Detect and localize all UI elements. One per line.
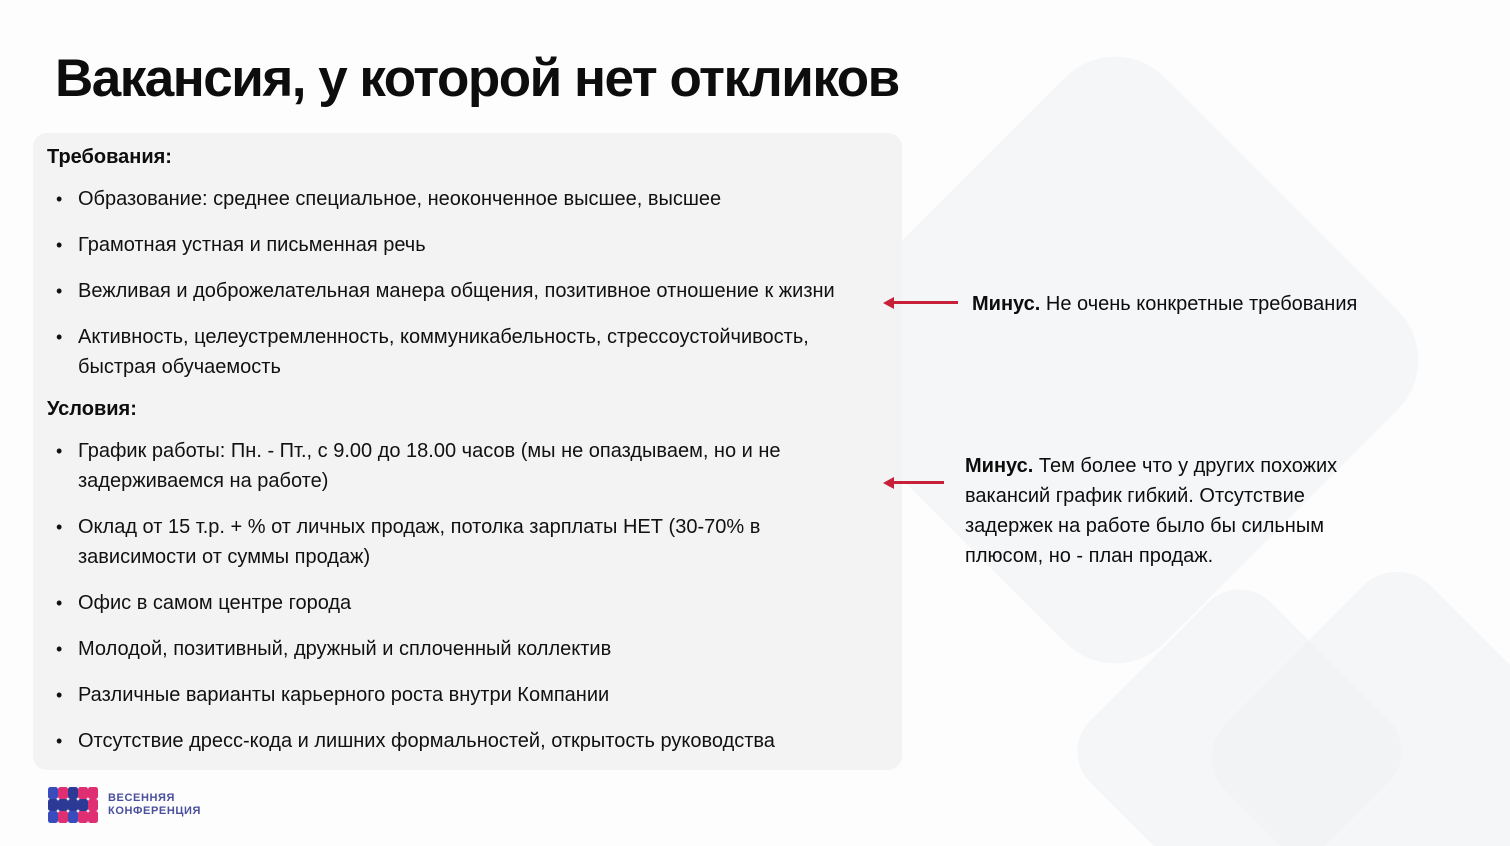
logo-block (58, 811, 68, 823)
vacancy-sections: Требования: Образование: среднее специаль… (47, 146, 894, 756)
list-item: Молодой, позитивный, дружный и сплоченны… (47, 634, 878, 664)
annotation-arrow-2 (883, 477, 944, 488)
conference-logo: ВЕСЕННЯЯ КОНФЕРЕНЦИЯ (48, 787, 201, 823)
logo-block (78, 811, 88, 823)
annotation-text: Тем более что у других похожих вакансий … (965, 455, 1338, 567)
list-item: Отсутствие дресс-кода и лишних формально… (47, 726, 878, 756)
logo-block (88, 787, 98, 799)
logo-caption-line1: ВЕСЕННЯЯ (108, 792, 176, 804)
annotation-arrow-1 (883, 297, 958, 308)
list-item: Офис в самом центре города (47, 588, 878, 618)
hr-logo-mark (48, 787, 98, 823)
annotation-label: Минус. (965, 455, 1034, 477)
annotation-text: Не очень конкретные требования (1040, 293, 1358, 315)
logo-block (58, 787, 68, 799)
section-heading: Требования: (47, 146, 172, 168)
list-item: Активность, целеустремленность, коммуник… (47, 322, 878, 382)
slide-title: Вакансия, у которой нет откликов (55, 49, 900, 108)
logo-block (88, 799, 98, 811)
annotation-label: Минус. (972, 293, 1041, 315)
annotation-minus-2: Минус. Тем более что у других похожих ва… (965, 451, 1367, 571)
logo-block (48, 787, 58, 799)
logo-block (68, 811, 78, 823)
list-item: Оклад от 15 т.р. + % от личных продаж, п… (47, 512, 878, 572)
list-item: Вежливая и доброжелательная манера общен… (47, 276, 878, 306)
vacancy-text-box: Требования: Образование: среднее специаль… (33, 133, 902, 770)
bullet-list: Образование: среднее специальное, неокон… (47, 184, 894, 382)
list-item: Образование: среднее специальное, неокон… (47, 184, 878, 214)
annotation-minus-1: Минус. Не очень конкретные требования (972, 289, 1452, 319)
logo-caption-line2: КОНФЕРЕНЦИЯ (108, 805, 202, 817)
logo-block (78, 799, 88, 811)
logo-caption: ВЕСЕННЯЯ КОНФЕРЕНЦИЯ (108, 792, 201, 818)
list-item: Различные варианты карьерного роста внут… (47, 680, 878, 710)
logo-block (48, 799, 58, 811)
logo-block (78, 787, 88, 799)
list-item: Грамотная устная и письменная речь (47, 230, 878, 260)
logo-block (68, 799, 78, 811)
logo-block (88, 811, 98, 823)
list-item: График работы: Пн. - Пт., с 9.00 до 18.0… (47, 436, 878, 496)
logo-block (68, 787, 78, 799)
logo-block (48, 811, 58, 823)
bullet-list: График работы: Пн. - Пт., с 9.00 до 18.0… (47, 436, 894, 756)
section-heading: Условия: (47, 398, 137, 420)
logo-block (58, 799, 68, 811)
